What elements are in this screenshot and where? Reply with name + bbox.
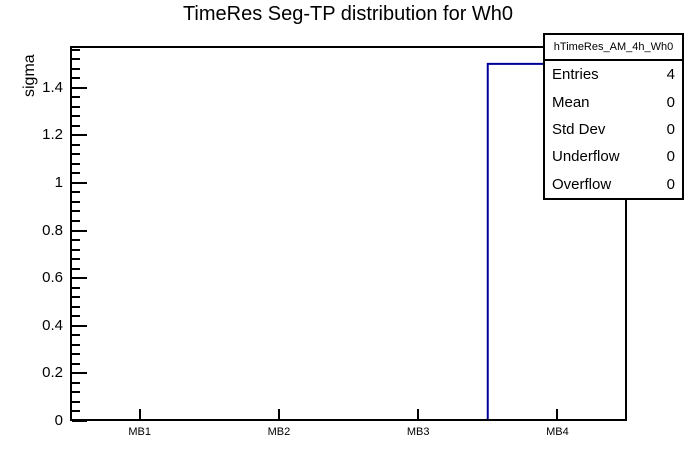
y-minor-tick [72,96,80,99]
y-minor-tick [72,343,80,346]
stats-row-value: 0 [666,121,675,139]
stats-row-label: Overflow [552,175,612,193]
y-major-tick [72,86,87,89]
stats-row: Mean 0 [545,88,682,115]
x-major-tick [277,409,280,419]
y-tick-label: 0.2 [42,364,63,382]
y-minor-tick [72,48,80,51]
x-tick-label: MB3 [406,426,430,438]
y-major-tick [72,181,87,184]
y-minor-tick [72,105,80,108]
stats-row-value: 4 [666,66,675,84]
y-tick-label: 0.4 [42,316,63,334]
y-minor-tick [72,210,80,213]
y-minor-tick [72,67,80,70]
stats-row-value: 0 [666,148,675,166]
y-minor-tick [72,410,80,413]
stats-row-label: Underflow [552,148,620,166]
stats-row: Overflow 0 [545,171,682,198]
y-minor-tick [72,296,80,299]
stats-row: Std Dev 0 [545,116,682,143]
y-minor-tick [72,77,80,80]
y-minor-tick [72,115,80,118]
y-minor-tick [72,153,80,156]
stats-row-value: 0 [666,175,675,193]
y-minor-tick [72,172,80,175]
x-major-tick [556,409,559,419]
y-tick-label: 0.6 [42,269,63,287]
y-minor-tick [72,220,80,222]
y-minor-tick [72,334,80,337]
y-major-tick [72,372,87,375]
stats-box: hTimeRes_AM_4h_Wh0 Entries 4 Mean 0 Std Dev 0… [543,33,684,200]
y-minor-tick [72,239,80,242]
stats-row-value: 0 [666,93,675,111]
y-major-tick [72,134,87,137]
y-major-tick [72,324,87,327]
x-tick-label: MB2 [267,426,291,438]
y-minor-tick [72,353,80,356]
stats-row-label: Entries [552,66,599,84]
y-minor-tick [72,200,80,203]
y-minor-tick [72,362,80,365]
x-tick-label: MB4 [546,426,569,438]
y-tick-label: 0.8 [42,221,63,239]
stats-row: Entries 4 [545,61,682,88]
x-tick-label: MB1 [128,426,151,438]
y-minor-tick [72,315,80,318]
y-major-tick [72,229,87,232]
y-major-tick [72,420,87,422]
stats-row-label: Mean [552,93,590,111]
stats-box-title: hTimeRes_AM_4h_Wh0 [545,35,682,61]
stats-box-rows: Entries 4 Mean 0 Std Dev 0 Underflow 0 Overflow 0 [545,61,682,198]
stats-row-label: Std Dev [552,121,606,139]
x-major-tick [417,409,420,419]
y-minor-tick [72,124,80,127]
stats-row: Underflow 0 [545,143,682,170]
y-minor-tick [72,400,80,403]
y-minor-tick [72,381,80,384]
y-minor-tick [72,267,80,270]
y-minor-tick [72,305,80,308]
y-tick-label: 1 [54,173,63,191]
y-minor-tick [72,258,80,261]
chart-title: TimeRes Seg-TP distribution for Wh0 [182,3,514,25]
y-minor-tick [72,286,80,289]
y-minor-tick [72,191,80,194]
y-tick-label: 0 [54,412,63,429]
x-major-tick [138,409,141,419]
y-minor-tick [72,143,80,146]
y-major-tick [72,277,87,280]
y-minor-tick [72,391,80,394]
y-tick-label: 1.2 [42,126,63,144]
y-tick-label: 1.4 [42,78,63,96]
y-minor-tick [72,248,80,251]
y-minor-tick [72,58,80,61]
y-minor-tick [72,162,80,165]
